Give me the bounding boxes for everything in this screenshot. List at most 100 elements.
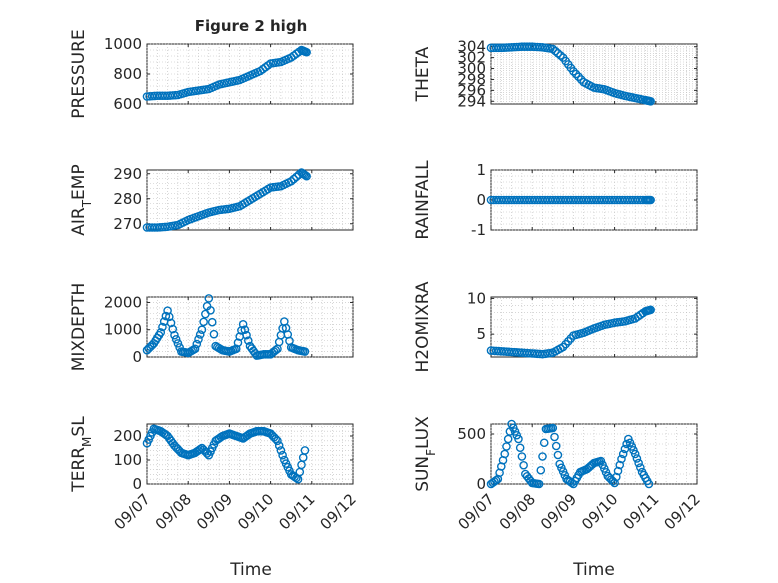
data-point	[292, 172, 301, 182]
data-point	[556, 51, 565, 60]
data-point	[156, 328, 166, 337]
x-tick-label: 09/09	[193, 490, 236, 533]
data-point	[271, 434, 281, 444]
grid	[146, 296, 354, 358]
x-tick-label: 09/09	[537, 490, 580, 533]
data-series	[142, 168, 311, 232]
data-point	[571, 69, 581, 79]
data-point	[190, 344, 200, 354]
y-axis-label: THETA	[413, 46, 433, 102]
data-point	[204, 294, 214, 303]
data-point	[206, 305, 215, 315]
y-tick-label: 294	[457, 92, 486, 110]
y-tick-label: 1000	[104, 35, 142, 53]
data-point	[195, 330, 205, 339]
y-tick-label: 298	[457, 70, 486, 88]
x-tick-label: 09/07	[111, 490, 154, 533]
y-axis-label: H2OMIXRA	[413, 281, 433, 372]
data-point	[517, 452, 527, 461]
data-point	[243, 336, 253, 345]
data-point	[302, 171, 311, 181]
data-point	[286, 176, 296, 186]
y-tick-label: 800	[113, 65, 142, 83]
data-point	[576, 75, 586, 84]
y-tick-label: 10	[467, 289, 486, 307]
x-tick-label: 09/11	[619, 490, 662, 533]
data-point	[238, 319, 248, 329]
data-point	[173, 339, 183, 348]
data-point	[240, 325, 250, 335]
data-point	[302, 47, 311, 57]
data-point	[644, 479, 654, 489]
x-tick-label: 09/10	[578, 490, 621, 533]
grid	[146, 170, 354, 230]
data-point	[548, 423, 558, 433]
figure-title: Figure 2 high	[195, 17, 308, 35]
data-point	[199, 317, 208, 327]
data-point	[276, 446, 286, 455]
y-tick-label: -1	[471, 221, 486, 239]
y-axis-label: RAINFALL	[413, 160, 433, 240]
x-tick-label: 09/12	[661, 490, 704, 533]
data-point	[574, 72, 583, 82]
data-point	[646, 195, 655, 205]
data-point	[301, 171, 310, 180]
data-point	[630, 449, 640, 459]
data-point	[192, 339, 202, 349]
subplot-air-temp: 270 280 290 AIRTEMP	[69, 164, 354, 236]
data-point	[538, 452, 547, 461]
x-tick-label: 09/08	[496, 490, 539, 533]
y-tick-label: 0	[132, 348, 142, 366]
y-tick-label: 600	[113, 95, 142, 113]
x-tick-label: 09/12	[317, 490, 360, 533]
y-tick-label: 2000	[104, 293, 142, 311]
data-point	[171, 334, 181, 344]
x-tick-label: 09/11	[275, 490, 318, 533]
data-point	[491, 475, 501, 485]
data-point	[515, 443, 525, 453]
data-point	[300, 347, 310, 356]
data-point	[617, 454, 626, 464]
y-tick-label: 302	[457, 49, 486, 67]
data-point	[618, 449, 628, 459]
grid	[490, 44, 698, 104]
data-series	[142, 45, 311, 101]
x-tick-label: 09/08	[152, 490, 195, 533]
subplot-rainfall: -1 0 1 RAINFALL	[413, 160, 698, 240]
subplot-pressure: 600 800 1000 PRESSURE	[69, 29, 354, 119]
y-tick-label: 200	[113, 427, 142, 445]
data-point	[242, 330, 251, 340]
data-point	[271, 345, 281, 355]
data-series	[142, 294, 310, 360]
data-point	[646, 96, 655, 106]
data-point	[548, 44, 558, 54]
data-point	[274, 441, 284, 450]
data-point	[550, 432, 559, 442]
data-point	[207, 317, 217, 327]
data-series	[486, 305, 655, 359]
data-point	[553, 48, 563, 58]
data-point	[273, 436, 282, 446]
y-tick-label: 290	[113, 165, 142, 183]
data-point	[534, 479, 544, 489]
x-tick-label: 09/10	[234, 490, 277, 533]
data-series	[486, 195, 655, 205]
data-point	[514, 434, 523, 444]
y-tick-label: 0	[132, 475, 142, 493]
y-tick-label: 0	[476, 191, 486, 209]
data-point	[197, 325, 207, 335]
data-point	[536, 465, 546, 475]
subplot-mixdepth: 0 1000 2000 MIXDEPTH	[69, 283, 354, 371]
y-axis-label: AIRTEMP	[69, 164, 94, 235]
data-point	[170, 330, 179, 340]
y-axis-label: SUNFLUX	[413, 416, 438, 492]
data-point	[610, 478, 619, 488]
data-point	[553, 450, 563, 460]
data-series	[142, 424, 310, 484]
y-tick-label: 1	[476, 161, 486, 179]
y-tick-label: 5	[476, 325, 486, 343]
y-tick-label: 1000	[104, 321, 142, 339]
y-axis-label: TERRMSL	[69, 416, 94, 493]
